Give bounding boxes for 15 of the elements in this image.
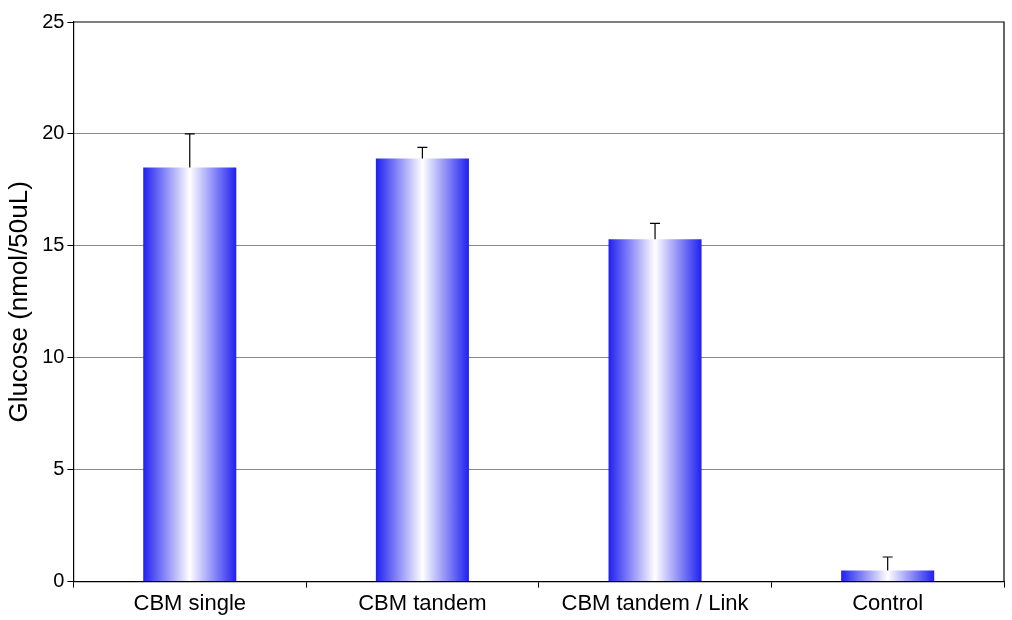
bar [143, 167, 237, 582]
x-tick-label: CBM tandem / Link [561, 589, 750, 615]
y-tick-label: 0 [53, 569, 65, 592]
bar [608, 239, 702, 582]
y-tick-label: 5 [53, 457, 65, 480]
x-tick-label: Control [852, 589, 924, 615]
bar [375, 158, 469, 582]
y-tick-label: 15 [42, 233, 65, 256]
x-tick-label: CBM single [133, 589, 247, 615]
y-tick-label: 25 [42, 9, 65, 32]
bar [841, 570, 935, 582]
y-tick-label: 20 [42, 121, 65, 144]
x-tick-label: CBM tandem [358, 589, 487, 615]
y-tick-label: 10 [42, 345, 65, 368]
y-axis-title: Glucose (nmol/50uL) [2, 181, 33, 423]
